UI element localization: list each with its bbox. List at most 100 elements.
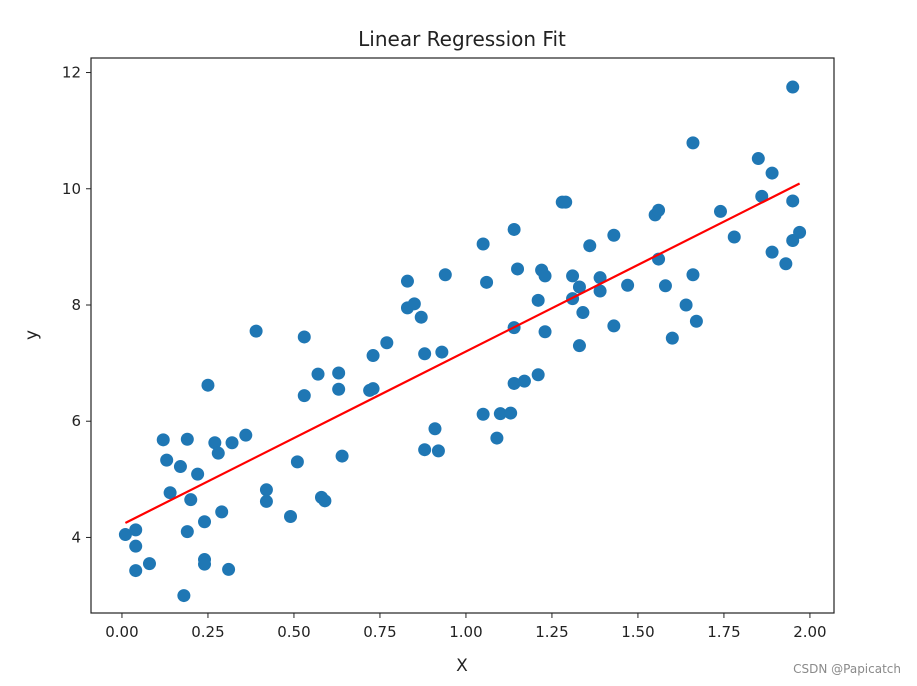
data-point-43 <box>407 297 421 311</box>
data-point-99 <box>793 225 807 239</box>
data-point-46 <box>418 347 432 361</box>
data-point-35 <box>332 366 346 380</box>
x-axis-ticks: 0.00 0.25 0.50 0.75 1.00 1.25 1.50 1.75 2.00 <box>105 613 827 641</box>
x-tick-label: 1.50 <box>621 623 654 641</box>
data-point-69 <box>566 269 580 283</box>
data-point-40 <box>380 336 394 350</box>
data-point-50 <box>438 268 452 282</box>
data-point-0 <box>118 528 132 542</box>
data-point-59 <box>507 376 521 390</box>
data-point-17 <box>201 378 215 392</box>
data-point-73 <box>576 306 590 320</box>
data-point-74 <box>583 239 597 253</box>
data-point-72 <box>572 339 586 353</box>
data-point-90 <box>727 230 741 244</box>
data-point-26 <box>259 494 273 508</box>
data-point-84 <box>665 331 679 345</box>
x-tick-label: 0.00 <box>105 623 138 641</box>
data-point-22 <box>225 436 239 450</box>
x-tick-label: 0.50 <box>277 623 310 641</box>
data-point-52 <box>476 407 490 421</box>
data-point-77 <box>607 228 621 242</box>
data-point-1 <box>129 523 143 537</box>
data-point-71 <box>572 280 586 294</box>
data-point-25 <box>259 483 273 497</box>
x-tick-label: 2.00 <box>793 623 826 641</box>
data-point-11 <box>180 525 194 539</box>
data-point-7 <box>163 486 177 500</box>
data-point-10 <box>180 432 194 446</box>
data-point-29 <box>297 389 311 403</box>
data-point-60 <box>511 262 525 276</box>
data-point-63 <box>531 368 545 382</box>
data-point-28 <box>290 455 304 469</box>
data-point-56 <box>504 406 518 420</box>
data-point-97 <box>786 194 800 208</box>
data-point-24 <box>249 324 263 338</box>
data-point-16 <box>198 515 212 529</box>
x-tick-label: 0.25 <box>191 623 224 641</box>
data-point-78 <box>607 319 621 333</box>
data-point-19 <box>211 446 225 460</box>
data-point-5 <box>156 433 170 447</box>
x-tick-label: 0.75 <box>363 623 396 641</box>
y-tick-label: 6 <box>71 412 81 430</box>
y-tick-label: 8 <box>71 296 81 314</box>
chart-title: Linear Regression Fit <box>358 27 566 51</box>
data-point-76 <box>593 271 607 285</box>
data-point-44 <box>414 310 428 324</box>
regression-line <box>124 182 801 524</box>
data-point-45 <box>418 443 432 457</box>
data-point-68 <box>559 195 573 209</box>
data-point-3 <box>129 564 143 578</box>
y-axis-ticks: 4 6 8 10 12 <box>62 64 91 546</box>
fit-line-layer <box>124 182 801 524</box>
data-point-38 <box>366 382 380 396</box>
data-point-61 <box>517 374 531 388</box>
data-point-41 <box>400 274 414 288</box>
data-point-55 <box>493 407 507 421</box>
data-point-66 <box>538 325 552 339</box>
data-point-95 <box>779 257 793 271</box>
plot-frame <box>90 57 835 614</box>
data-point-48 <box>431 444 445 458</box>
data-point-4 <box>142 557 156 571</box>
x-axis-label: X <box>456 656 468 676</box>
data-point-31 <box>311 367 325 381</box>
data-point-57 <box>507 222 521 236</box>
data-point-6 <box>160 453 174 467</box>
data-point-49 <box>435 345 449 359</box>
data-point-30 <box>297 330 311 344</box>
scatter-points <box>118 80 807 603</box>
data-point-18 <box>208 436 222 450</box>
x-tick-label: 1.75 <box>707 623 740 641</box>
data-point-20 <box>215 505 229 519</box>
data-point-47 <box>428 422 442 436</box>
x-tick-label: 1.00 <box>449 623 482 641</box>
data-point-23 <box>239 428 253 442</box>
data-point-36 <box>335 449 349 463</box>
y-tick-label: 4 <box>71 528 81 546</box>
data-point-9 <box>177 589 191 603</box>
y-axis-label: y <box>22 330 42 340</box>
data-point-81 <box>652 203 666 217</box>
data-point-88 <box>689 314 703 328</box>
data-point-2 <box>129 539 143 553</box>
data-point-83 <box>658 279 672 293</box>
data-point-87 <box>686 136 700 150</box>
data-point-91 <box>751 152 765 166</box>
data-point-33 <box>318 494 332 508</box>
data-point-93 <box>765 166 779 180</box>
data-point-92 <box>755 189 769 203</box>
data-point-21 <box>222 562 236 576</box>
data-point-86 <box>686 268 700 282</box>
data-point-94 <box>765 245 779 259</box>
y-tick-label: 12 <box>62 64 81 82</box>
data-point-53 <box>480 275 494 289</box>
y-tick-label: 10 <box>62 180 81 198</box>
data-point-27 <box>284 510 298 524</box>
data-point-65 <box>538 269 552 283</box>
data-point-8 <box>173 460 187 474</box>
data-point-12 <box>184 493 198 507</box>
